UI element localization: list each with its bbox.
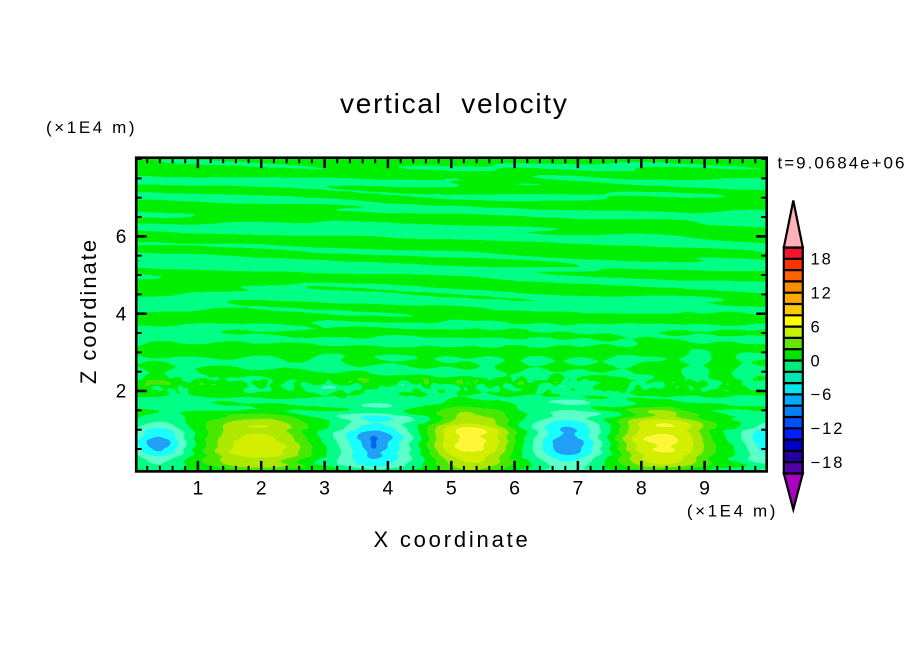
svg-text:6: 6 <box>811 318 822 336</box>
svg-text:4: 4 <box>116 304 127 325</box>
svg-text:6: 6 <box>116 227 127 248</box>
svg-text:1: 1 <box>192 478 203 500</box>
svg-text:3: 3 <box>319 478 330 500</box>
svg-text:−18: −18 <box>811 454 845 472</box>
svg-text:(×1E4 m): (×1E4 m) <box>687 502 778 521</box>
svg-text:12: 12 <box>811 285 833 303</box>
svg-text:vertical velocity: vertical velocity <box>340 88 569 119</box>
svg-text:4: 4 <box>382 478 393 500</box>
svg-text:(×1E4 m): (×1E4 m) <box>46 118 137 137</box>
svg-text:−12: −12 <box>811 420 845 438</box>
svg-text:6: 6 <box>509 478 520 500</box>
svg-text:2: 2 <box>256 478 267 500</box>
svg-text:18: 18 <box>811 251 833 269</box>
svg-text:Z coordinate: Z coordinate <box>76 238 101 384</box>
svg-text:5: 5 <box>446 478 457 500</box>
svg-text:8: 8 <box>636 478 647 500</box>
svg-text:0: 0 <box>811 352 822 370</box>
svg-text:7: 7 <box>572 478 583 500</box>
svg-text:X coordinate: X coordinate <box>373 527 530 552</box>
svg-text:2: 2 <box>116 382 127 403</box>
svg-text:t=9.0684e+06: t=9.0684e+06 <box>778 154 904 173</box>
svg-text:9: 9 <box>699 478 710 500</box>
svg-text:−6: −6 <box>811 386 834 404</box>
